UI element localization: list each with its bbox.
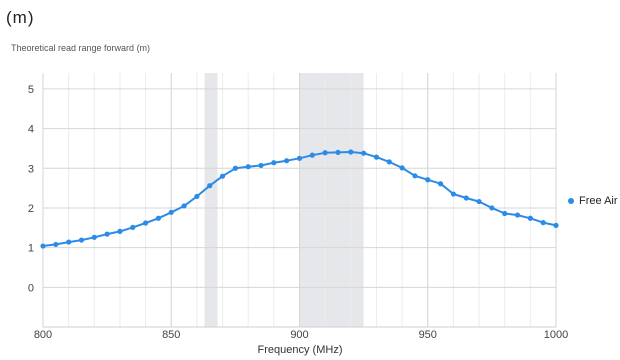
data-point xyxy=(361,150,367,156)
data-point xyxy=(130,224,136,230)
data-point xyxy=(514,212,521,218)
data-point xyxy=(450,191,456,197)
data-point xyxy=(527,215,533,221)
data-point xyxy=(476,198,482,205)
data-point xyxy=(348,149,354,155)
data-point xyxy=(489,205,495,211)
data-point xyxy=(463,195,469,201)
chart-title: Theoretical read range forward (m) xyxy=(11,43,151,53)
data-point xyxy=(245,164,251,170)
data-point xyxy=(437,181,444,187)
data-point xyxy=(425,177,431,183)
data-point xyxy=(117,228,123,234)
x-tick-label: 1000 xyxy=(544,329,568,341)
data-point xyxy=(91,234,97,240)
data-point xyxy=(219,173,226,179)
highlight-band-1 xyxy=(299,73,364,327)
data-point xyxy=(399,165,405,171)
y-tick-label: 2 xyxy=(28,203,34,215)
data-point xyxy=(296,155,303,161)
x-tick-label: 850 xyxy=(162,329,180,341)
x-tick-label: 800 xyxy=(34,329,52,341)
data-point xyxy=(258,162,264,169)
data-point xyxy=(104,231,110,237)
data-point xyxy=(53,241,59,248)
data-point xyxy=(284,158,290,164)
y-tick-label: 0 xyxy=(28,282,34,294)
y-tick-label: 5 xyxy=(28,84,34,96)
x-tick-label: 900 xyxy=(290,329,308,341)
legend-marker-icon xyxy=(568,198,574,204)
data-point xyxy=(66,239,72,245)
data-point xyxy=(143,220,149,226)
x-axis-label: Frequency (MHz) xyxy=(257,344,343,356)
data-point xyxy=(540,220,546,226)
y-tick-label: 3 xyxy=(28,163,34,175)
y-tick-label: 4 xyxy=(28,124,34,136)
data-point xyxy=(322,150,328,156)
highlight-band-0 xyxy=(204,73,218,327)
data-point xyxy=(78,237,85,243)
data-point xyxy=(232,165,238,171)
y-tick-label: 1 xyxy=(28,243,34,255)
data-point xyxy=(181,203,187,209)
data-point xyxy=(412,173,418,179)
data-point xyxy=(40,243,46,249)
unit-label: (m) xyxy=(6,8,35,27)
legend-label: Free Air xyxy=(579,195,618,207)
data-point xyxy=(309,152,315,158)
x-tick-label: 950 xyxy=(419,329,437,341)
data-point xyxy=(335,149,341,155)
data-point xyxy=(502,210,508,217)
data-point xyxy=(386,159,392,165)
data-point xyxy=(271,160,277,166)
data-point xyxy=(373,154,380,160)
legend-item-free-air[interactable]: Free Air xyxy=(568,195,618,207)
data-point xyxy=(168,209,174,215)
data-point xyxy=(155,215,162,221)
data-point xyxy=(194,193,200,200)
data-point xyxy=(553,222,559,228)
data-point xyxy=(207,183,213,189)
